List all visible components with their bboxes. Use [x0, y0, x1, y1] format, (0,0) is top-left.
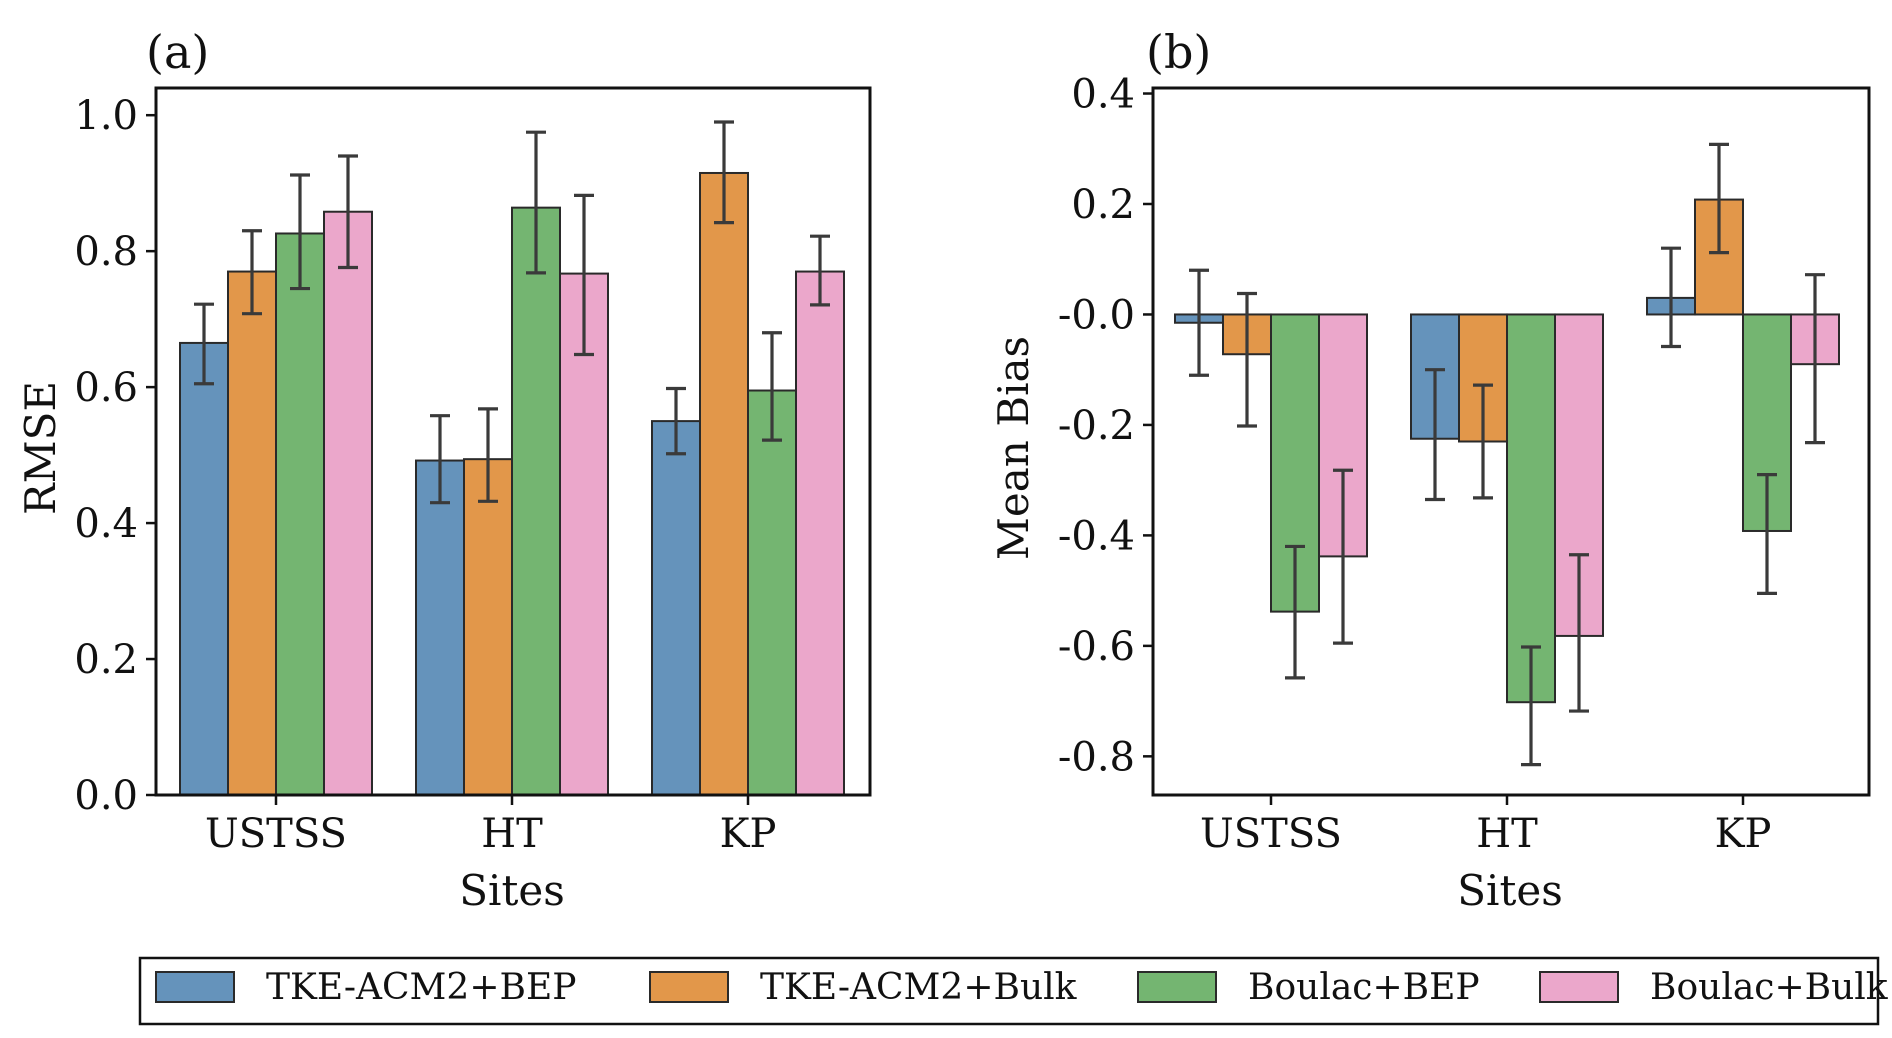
error-bar-ht-boulac-bulk — [1569, 553, 1589, 713]
legend-label: TKE-ACM2+Bulk — [760, 967, 1078, 1008]
y-tick-label: -0.8 — [1058, 734, 1135, 780]
y-tick-label: -0.4 — [1058, 513, 1135, 559]
bar-ht-tke-acm2-bep — [415, 459, 465, 796]
error-bar-kp-tke-acm2-bulk — [1709, 142, 1729, 255]
error-bar-ht-tke-acm2-bulk — [478, 407, 498, 503]
error-bar-kp-tke-acm2-bulk — [714, 120, 734, 225]
error-bar-ustss-boulac-bulk — [1333, 468, 1353, 645]
error-bar-ustss-boulac-bulk — [338, 154, 358, 270]
panel-a-rmse-chart: (a) 0.0 0.2 0.4 0.6 0.8 1.0 USTSS HT KP Sites R… — [16, 25, 872, 915]
error-bar-ustss-tke-acm2-bep — [194, 302, 214, 386]
panel-a-axes-frame — [154, 86, 872, 797]
panel-a-bars — [179, 171, 845, 797]
legend-swatch — [1539, 971, 1619, 1003]
error-bar-kp-boulac-bulk — [1805, 273, 1825, 445]
error-bar-kp-boulac-bep — [762, 331, 782, 442]
y-tick-label: 0.8 — [74, 229, 138, 275]
bar-ht-boulac-bep — [511, 206, 561, 796]
error-bar-ht-tke-acm2-bulk — [1473, 383, 1493, 500]
legend-item-tke-acm2-bep: TKE-ACM2+BEP — [155, 967, 576, 1008]
bar-kp-tke-acm2-bep — [651, 420, 701, 796]
legend-swatch — [649, 971, 729, 1003]
error-bar-ht-boulac-bep — [1521, 645, 1541, 767]
panel-b-x-axis-label: Sites — [1457, 866, 1563, 915]
y-tick-label: 1.0 — [74, 93, 138, 139]
x-tick-label-ht: HT — [481, 811, 543, 857]
error-bar-kp-boulac-bulk — [810, 234, 830, 307]
panel-b-mean-bias-chart: (b) 0.4 0.2 -0.0 -0.2 -0.4 -0.6 -0.8 USTSS HT KP… — [989, 25, 1871, 915]
bar-kp-boulac-bep — [747, 389, 797, 796]
panel-b-y-ticks: 0.4 0.2 -0.0 -0.2 -0.4 -0.6 -0.8 — [1058, 72, 1153, 780]
error-bar-ustss-tke-acm2-bep — [1189, 268, 1209, 377]
panel-a-x-ticks: USTSS HT KP — [205, 795, 776, 857]
y-tick-label: 0.6 — [74, 365, 138, 411]
bar-kp-boulac-bulk — [795, 270, 845, 796]
legend-item-boulac-bep: Boulac+BEP — [1137, 967, 1480, 1008]
bar-ht-boulac-bep — [1506, 313, 1556, 704]
y-tick-label: -0.2 — [1058, 403, 1135, 449]
panel-a-x-axis-label: Sites — [459, 866, 565, 915]
y-tick-label: 0.4 — [1071, 72, 1135, 118]
legend-label: Boulac+Bulk — [1650, 967, 1889, 1008]
bar-ustss-tke-acm2-bep — [179, 341, 229, 796]
x-tick-label-ustss: USTSS — [205, 811, 347, 857]
y-tick-label: 0.2 — [1071, 182, 1135, 228]
error-bar-ustss-boulac-bep — [1285, 544, 1305, 680]
legend-label: TKE-ACM2+BEP — [266, 967, 576, 1008]
error-bar-kp-tke-acm2-bep — [666, 386, 686, 456]
error-bar-ustss-boulac-bep — [290, 173, 310, 291]
y-tick-label: -0.6 — [1058, 624, 1135, 670]
x-tick-label-ht: HT — [1476, 811, 1538, 857]
legend-swatch — [1137, 971, 1217, 1003]
y-tick-label: 0.0 — [74, 773, 138, 819]
error-bar-ht-tke-acm2-bep — [1425, 368, 1445, 502]
panel-b-bars — [1174, 198, 1840, 704]
legend-label: Boulac+BEP — [1248, 967, 1480, 1008]
x-tick-label-kp: KP — [1715, 811, 1772, 857]
bar-ustss-boulac-bulk — [323, 210, 373, 797]
error-bar-ht-boulac-bep — [526, 130, 546, 275]
error-bar-ustss-tke-acm2-bulk — [1237, 291, 1257, 428]
panel-b-error-bars — [1189, 142, 1825, 767]
error-bar-ht-boulac-bulk — [574, 193, 594, 357]
y-tick-label: 0.2 — [74, 637, 138, 683]
y-tick-label: -0.0 — [1058, 292, 1135, 338]
error-bar-kp-boulac-bep — [1757, 473, 1777, 595]
legend-items: TKE-ACM2+BEP TKE-ACM2+Bulk Boulac+BEP Boula… — [155, 967, 1889, 1008]
legend-swatch — [155, 971, 235, 1003]
error-bar-ht-tke-acm2-bep — [430, 414, 450, 505]
panel-b-label: (b) — [1146, 25, 1211, 79]
bar-ustss-tke-acm2-bulk — [227, 270, 277, 796]
panel-a-y-ticks: 0.0 0.2 0.4 0.6 0.8 1.0 — [74, 93, 156, 819]
legend: TKE-ACM2+BEP TKE-ACM2+Bulk Boulac+BEP Boula… — [138, 956, 1889, 1026]
panel-b-y-axis-label: Mean Bias — [989, 336, 1038, 560]
bar-ustss-boulac-bep — [275, 232, 325, 797]
bar-kp-tke-acm2-bulk — [699, 171, 749, 797]
panel-a-error-bars — [194, 120, 830, 505]
panel-a-y-axis-label: RMSE — [16, 381, 65, 515]
y-tick-label: 0.4 — [74, 501, 138, 547]
x-tick-label-kp: KP — [720, 811, 777, 857]
x-tick-label-ustss: USTSS — [1200, 811, 1342, 857]
bar-ht-tke-acm2-bulk — [463, 458, 513, 796]
panel-b-axes-frame — [1151, 86, 1871, 797]
error-bar-ustss-tke-acm2-bulk — [242, 229, 262, 316]
panel-b-x-ticks: USTSS HT KP — [1200, 795, 1771, 857]
panel-a-label: (a) — [146, 25, 209, 79]
legend-item-boulac-bulk: Boulac+Bulk — [1539, 967, 1889, 1008]
legend-item-tke-acm2-bulk: TKE-ACM2+Bulk — [649, 967, 1078, 1008]
error-bar-kp-tke-acm2-bep — [1661, 246, 1681, 349]
